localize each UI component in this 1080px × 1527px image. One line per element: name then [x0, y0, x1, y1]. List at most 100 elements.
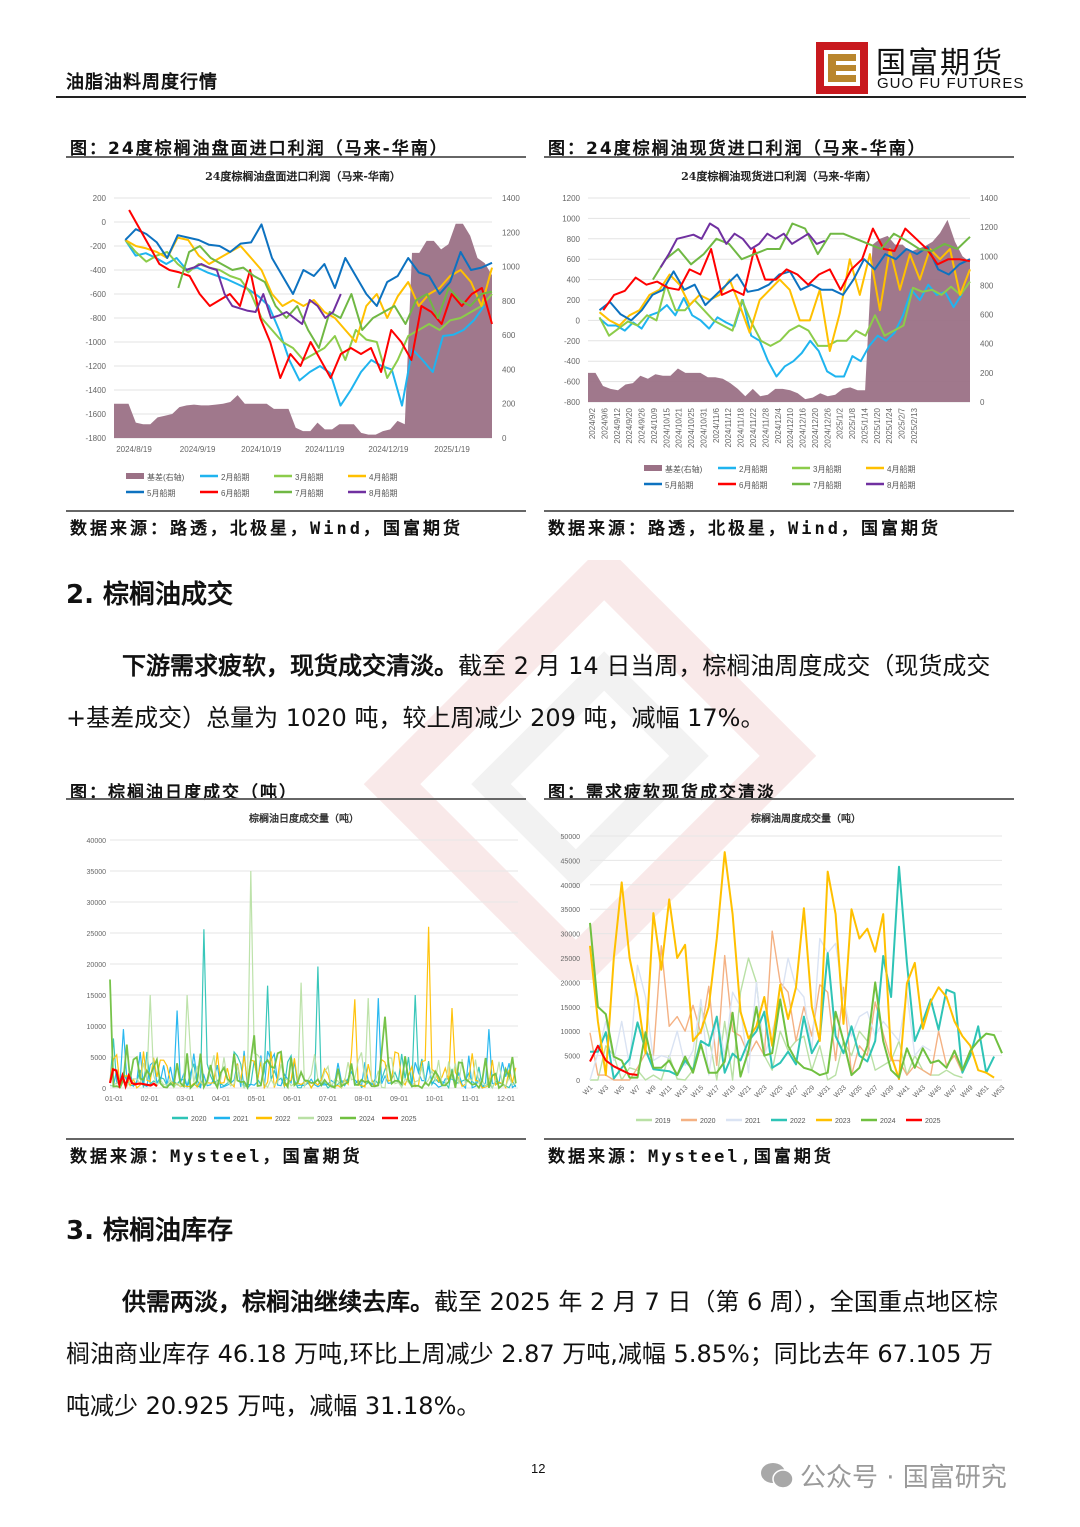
- svg-text:3月船期: 3月船期: [813, 464, 841, 474]
- figure-2-source: 数据来源：路透，北极星，Wind，国富期货: [548, 519, 941, 539]
- svg-text:W51: W51: [975, 1084, 990, 1099]
- svg-text:600: 600: [567, 255, 581, 264]
- figure-4-source: 数据来源：Mysteel,国富期货: [548, 1147, 834, 1167]
- section-3-lead: 供需两淡，棕榈油继续去库。: [122, 1288, 434, 1316]
- svg-text:2024/10/25: 2024/10/25: [687, 407, 696, 448]
- svg-text:-800: -800: [90, 314, 107, 323]
- svg-text:200: 200: [567, 296, 581, 305]
- svg-text:-600: -600: [564, 378, 581, 387]
- svg-text:800: 800: [980, 281, 994, 290]
- svg-text:W3: W3: [598, 1084, 610, 1096]
- svg-text:-400: -400: [564, 357, 581, 366]
- svg-text:基差(右轴): 基差(右轴): [147, 472, 185, 482]
- svg-text:W9: W9: [645, 1084, 657, 1096]
- svg-text:1400: 1400: [502, 194, 520, 203]
- svg-text:05-01: 05-01: [248, 1096, 266, 1103]
- svg-text:24度棕榈油现货进口利润（马来-华南）: 24度棕榈油现货进口利润（马来-华南）: [681, 169, 877, 183]
- svg-text:W41: W41: [896, 1084, 911, 1099]
- svg-text:45000: 45000: [561, 858, 581, 865]
- svg-text:1000: 1000: [562, 214, 580, 223]
- svg-text:1000: 1000: [502, 263, 520, 272]
- wechat-icon: [761, 1463, 794, 1489]
- svg-text:400: 400: [980, 340, 994, 349]
- svg-text:1200: 1200: [502, 228, 520, 237]
- svg-text:200: 200: [502, 400, 516, 409]
- svg-text:600: 600: [502, 331, 516, 340]
- svg-text:4月船期: 4月船期: [887, 464, 915, 474]
- svg-text:6月船期: 6月船期: [221, 488, 249, 498]
- svg-text:5000: 5000: [90, 1055, 106, 1062]
- svg-text:W19: W19: [722, 1084, 737, 1099]
- svg-text:08-01: 08-01: [355, 1096, 373, 1103]
- svg-text:W45: W45: [928, 1084, 943, 1099]
- svg-text:W11: W11: [659, 1084, 674, 1099]
- chart-weekly-volume: 棕榈油周度成交量（吨） 0 5000 10000 15000 20000 25000 3000…: [544, 802, 1014, 1136]
- svg-text:40000: 40000: [87, 838, 107, 845]
- svg-text:2024/9/6: 2024/9/6: [600, 407, 609, 439]
- svg-text:200: 200: [93, 194, 107, 203]
- svg-text:01-01: 01-01: [105, 1096, 123, 1103]
- svg-text:2024/11/6: 2024/11/6: [712, 407, 721, 443]
- svg-text:2025/1/8: 2025/1/8: [848, 407, 857, 439]
- logo-mark-icon: [816, 42, 868, 94]
- svg-text:W15: W15: [690, 1084, 705, 1099]
- svg-text:-1000: -1000: [86, 338, 107, 347]
- svg-text:W5: W5: [614, 1084, 626, 1096]
- svg-text:800: 800: [567, 235, 581, 244]
- svg-text:2025/1/14: 2025/1/14: [860, 407, 869, 443]
- svg-text:0: 0: [102, 218, 107, 227]
- svg-text:2021: 2021: [745, 1118, 761, 1125]
- svg-text:11-01: 11-01: [462, 1096, 479, 1103]
- wechat-account-badge[interactable]: 公众号 · 国富研究: [760, 1457, 1007, 1494]
- svg-text:03-01: 03-01: [176, 1096, 194, 1103]
- svg-text:2024/10/9: 2024/10/9: [650, 407, 659, 443]
- svg-text:W33: W33: [833, 1084, 848, 1099]
- svg-text:2024: 2024: [880, 1118, 896, 1125]
- svg-text:-200: -200: [564, 337, 581, 346]
- svg-text:2024/12/20: 2024/12/20: [811, 407, 820, 448]
- svg-text:15000: 15000: [87, 993, 107, 1000]
- figure-4-source-rule: [544, 1138, 1014, 1140]
- svg-text:W43: W43: [912, 1084, 927, 1099]
- svg-text:30000: 30000: [561, 932, 581, 939]
- svg-text:8月船期: 8月船期: [887, 480, 915, 490]
- section-2-lead: 下游需求疲软，现货成交清淡。: [122, 652, 458, 680]
- svg-text:-1600: -1600: [86, 410, 107, 419]
- wechat-account-label: 公众号 · 国富研究: [800, 1463, 1007, 1493]
- svg-text:W31: W31: [817, 1084, 832, 1099]
- svg-text:07-01: 07-01: [319, 1096, 337, 1103]
- logo-en-text: GUO FU FUTURES: [877, 75, 1025, 92]
- svg-text:30000: 30000: [87, 900, 107, 907]
- svg-text:W53: W53: [991, 1084, 1006, 1099]
- svg-text:35000: 35000: [561, 907, 581, 914]
- svg-text:800: 800: [502, 297, 516, 306]
- figure-3-source: 数据来源：Mysteel，国富期货: [70, 1147, 363, 1167]
- svg-text:10000: 10000: [561, 1029, 581, 1036]
- svg-text:2024/10/31: 2024/10/31: [699, 407, 708, 448]
- svg-text:2020: 2020: [191, 1116, 207, 1123]
- svg-text:20000: 20000: [561, 980, 581, 987]
- svg-text:09-01: 09-01: [390, 1096, 408, 1103]
- svg-text:W47: W47: [944, 1084, 959, 1099]
- svg-text:2025: 2025: [401, 1116, 417, 1123]
- svg-text:-400: -400: [90, 266, 107, 275]
- figure-1-caption-rule: [66, 156, 526, 158]
- svg-text:2024: 2024: [359, 1116, 375, 1123]
- logo-cn-text: 国富期货: [876, 46, 1004, 81]
- svg-text:40000: 40000: [561, 883, 581, 890]
- svg-text:W35: W35: [849, 1084, 864, 1099]
- svg-text:2024/9/20: 2024/9/20: [625, 407, 634, 443]
- svg-text:W25: W25: [769, 1084, 784, 1099]
- section-2-body: 截至 2 月 14 日当周，棕榈油周度成交（现货成交+基差成交）总量为 1020…: [66, 652, 991, 732]
- svg-text:2024/11/12: 2024/11/12: [724, 407, 733, 447]
- svg-text:W17: W17: [706, 1084, 721, 1099]
- svg-text:400: 400: [567, 276, 581, 285]
- svg-text:2025/1/24: 2025/1/24: [885, 407, 894, 443]
- svg-text:-800: -800: [564, 398, 581, 407]
- svg-text:W21: W21: [738, 1084, 753, 1099]
- svg-text:棕榈油日度成交量（吨）: 棕榈油日度成交量（吨）: [248, 812, 359, 825]
- svg-text:10-01: 10-01: [426, 1096, 444, 1103]
- svg-text:0: 0: [980, 398, 985, 407]
- svg-text:2024/12/16: 2024/12/16: [799, 407, 808, 448]
- svg-text:2025/2/7: 2025/2/7: [898, 407, 907, 439]
